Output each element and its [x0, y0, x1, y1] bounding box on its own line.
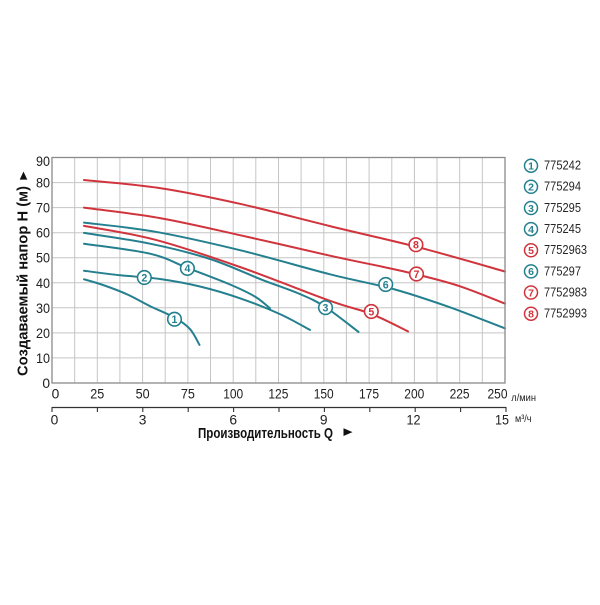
svg-text:150: 150 [314, 387, 334, 402]
svg-text:80: 80 [36, 176, 50, 191]
svg-text:9: 9 [320, 413, 328, 428]
svg-text:2: 2 [141, 272, 147, 284]
svg-text:1: 1 [172, 314, 178, 326]
svg-text:10: 10 [36, 351, 50, 366]
svg-text:7752993: 7752993 [544, 306, 587, 321]
svg-text:6: 6 [229, 413, 237, 428]
svg-text:75: 75 [181, 387, 195, 402]
svg-text:250: 250 [488, 387, 508, 402]
svg-text:12: 12 [407, 413, 421, 428]
svg-text:Производительность Q: Производительность Q [198, 425, 333, 442]
svg-text:100: 100 [223, 387, 243, 402]
svg-text:5: 5 [368, 306, 374, 318]
svg-text:4: 4 [184, 263, 190, 275]
svg-text:8: 8 [413, 240, 419, 252]
svg-text:50: 50 [36, 251, 50, 266]
svg-text:7: 7 [528, 287, 534, 299]
svg-text:775242: 775242 [544, 158, 581, 173]
svg-text:8: 8 [528, 309, 534, 321]
svg-text:7: 7 [414, 269, 420, 281]
svg-text:775297: 775297 [544, 263, 581, 278]
svg-text:225: 225 [450, 387, 470, 402]
svg-text:2: 2 [528, 182, 534, 194]
svg-text:775245: 775245 [544, 221, 581, 236]
svg-text:м³/ч: м³/ч [515, 414, 532, 425]
svg-text:Создаваемый напор H (м): Создаваемый напор H (м) [16, 186, 32, 376]
svg-text:6: 6 [528, 266, 534, 278]
svg-text:20: 20 [36, 326, 50, 341]
svg-text:3: 3 [528, 203, 534, 215]
svg-text:30: 30 [36, 301, 50, 316]
svg-text:4: 4 [528, 224, 534, 236]
svg-text:0: 0 [52, 387, 60, 402]
svg-text:3: 3 [139, 413, 147, 428]
svg-text:3: 3 [323, 302, 329, 314]
svg-text:1: 1 [528, 161, 534, 173]
svg-text:л/мин: л/мин [511, 393, 536, 404]
svg-text:50: 50 [136, 387, 150, 402]
svg-text:175: 175 [359, 387, 379, 402]
svg-text:6: 6 [383, 279, 389, 291]
svg-text:0: 0 [42, 376, 50, 391]
svg-text:7752963: 7752963 [544, 242, 587, 257]
svg-text:40: 40 [36, 276, 50, 291]
svg-text:0: 0 [51, 413, 59, 428]
svg-text:25: 25 [90, 387, 104, 402]
svg-text:200: 200 [404, 387, 424, 402]
svg-text:775294: 775294 [544, 179, 581, 194]
svg-text:7752983: 7752983 [544, 284, 587, 299]
svg-text:70: 70 [36, 201, 50, 216]
svg-text:60: 60 [36, 226, 50, 241]
svg-text:90: 90 [36, 154, 50, 169]
svg-text:15: 15 [495, 413, 509, 428]
svg-text:775295: 775295 [544, 200, 581, 215]
svg-text:5: 5 [528, 245, 534, 257]
svg-text:125: 125 [268, 387, 288, 402]
